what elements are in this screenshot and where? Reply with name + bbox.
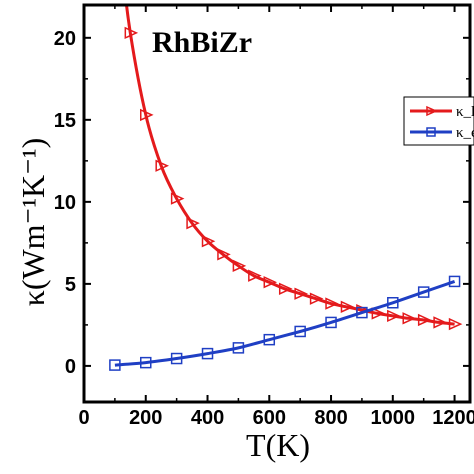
x-tick-label: 200 [129,407,162,429]
data-point [448,317,463,331]
legend: κ_l κ_e [403,96,474,146]
data-point [417,286,430,298]
data-point [109,359,121,371]
data-point [155,159,170,172]
x-tick-label: 0 [78,407,89,429]
data-point [325,316,337,329]
data-point [186,217,200,230]
plot-frame [82,3,472,404]
plot-content [109,5,463,371]
data-point [263,333,276,346]
data-point [170,192,185,205]
legend-marker [426,127,436,137]
data-point [217,248,231,261]
x-tick-label: 1000 [371,407,416,429]
legend-box [403,96,474,146]
x-tick-label: 1200 [432,407,474,429]
y-tick-label: 10 [54,192,76,214]
y-tick-label: 15 [54,110,76,132]
data-point [387,297,399,309]
data-point [140,356,152,369]
series-0 [124,5,463,331]
data-point [248,269,262,282]
data-point [140,108,154,122]
x-tick-label: 600 [253,407,286,429]
legend-label: κ_e [456,125,474,141]
data-point [201,347,214,360]
data-point [448,275,461,288]
data-point [170,352,183,365]
x-tick-label: 400 [191,407,224,429]
x-tick-label: 800 [314,407,347,429]
legend-item-1: κ_e [410,125,474,141]
series-line-1 [114,279,456,367]
data-point [387,309,401,323]
data-point [232,259,247,273]
data-point [340,300,355,314]
data-point [402,312,417,325]
data-point [309,292,324,305]
series-line-0 [124,5,455,326]
data-point [294,287,308,300]
axis-ticks: 0 200 400 600 800 1000 1200 0 5 10 15 20 [54,5,474,429]
series-1 [109,275,461,371]
data-point [356,306,368,319]
legend-label: κ_l [456,104,474,120]
data-point [232,342,245,354]
data-point [278,282,293,295]
legend-marker [426,105,438,117]
data-point [294,325,306,338]
data-point [433,316,447,329]
chart-title: RhBiZr [152,26,252,59]
x-axis-title: T(K) [246,427,310,463]
y-tick-label: 5 [65,274,76,296]
data-point [124,26,139,40]
data-point [325,297,339,310]
y-tick-label: 0 [65,356,76,378]
data-point [371,307,386,320]
data-point [263,276,278,289]
plot-area [109,5,463,371]
legend-item-0: κ_l [410,104,474,120]
y-tick-label: 20 [54,28,76,50]
data-point [417,313,432,327]
y-axis-title: κ(Wm⁻¹K⁻¹) [15,138,51,307]
data-point [201,235,216,248]
